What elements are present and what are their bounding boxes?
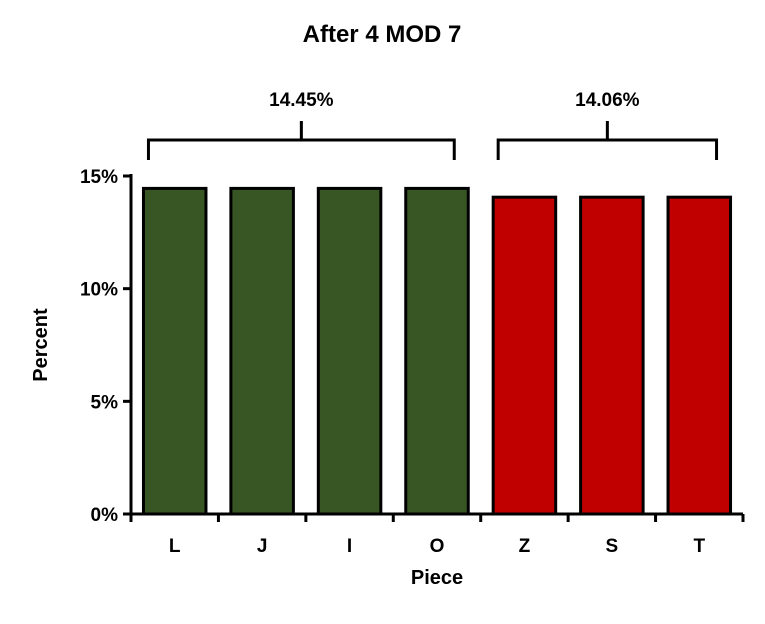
y-axis-label: Percent	[30, 308, 52, 382]
axes: 0% 5% 10% 15% L J I O Z S T	[80, 167, 745, 557]
group-label: 14.06%	[575, 90, 640, 111]
x-tick-label: T	[693, 536, 705, 557]
y-tick-label: 10%	[80, 280, 118, 301]
bar-S	[579, 195, 645, 516]
x-axis-label: Piece	[411, 567, 463, 589]
bar-T	[666, 195, 733, 516]
x-tick-label: O	[430, 536, 445, 557]
bar-J	[229, 186, 295, 516]
y-tick-label: 5%	[91, 392, 119, 413]
chart-title: After 4 MOD 7	[303, 21, 462, 48]
y-tick-label: 15%	[80, 167, 118, 188]
bar-Z	[491, 195, 558, 516]
group-brackets: 14.45% 14.06%	[146, 90, 719, 160]
bar-I	[316, 186, 383, 516]
x-tick-label: S	[606, 536, 619, 557]
group-bracket: 14.06%	[496, 90, 719, 160]
x-tick-label: Z	[519, 536, 531, 557]
group-bracket: 14.45%	[146, 90, 456, 160]
group-label: 14.45%	[269, 90, 334, 111]
x-tick-label: I	[347, 536, 352, 557]
bars	[141, 186, 733, 516]
y-tick-label: 0%	[91, 505, 119, 526]
x-tick-label: J	[257, 536, 268, 557]
bar-L	[141, 186, 208, 516]
bar-O	[404, 186, 470, 516]
x-tick-label: L	[169, 536, 181, 557]
